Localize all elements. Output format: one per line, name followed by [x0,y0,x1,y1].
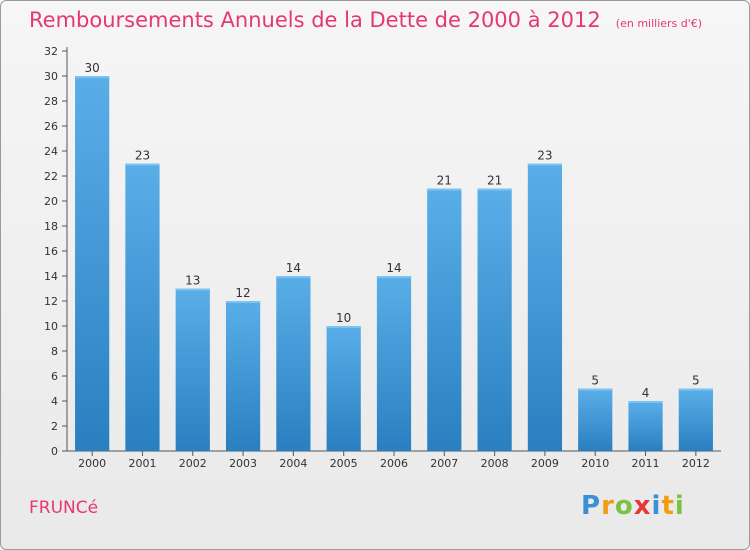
bar-top-edge [477,188,512,191]
x-tick-label: 2007 [430,457,458,470]
y-tick-label: 2 [51,420,58,433]
data-label: 21 [437,174,452,188]
logo-letter: o [614,491,634,521]
bar [225,301,261,451]
x-tick-label: 2010 [581,457,609,470]
y-tick-label: 30 [44,70,58,83]
x-tick-label: 2003 [229,457,257,470]
bar [75,76,110,451]
x-tick-label: 2001 [128,457,156,470]
y-tick-label: 0 [51,445,58,458]
y-tick-label: 6 [51,370,58,383]
data-label: 14 [286,261,301,275]
logo-letter: x [633,491,652,521]
bar-top-edge [75,76,110,78]
y-tick-label: 24 [44,145,58,158]
bar-top-edge [125,163,160,166]
x-tick-label: 2006 [380,457,408,470]
y-tick-label: 28 [44,95,58,108]
bar [326,326,361,451]
x-tick-label: 2008 [481,457,509,470]
bar-top-edge [527,163,563,166]
bar-top-edge [276,276,311,278]
bar [527,163,563,451]
bar [628,401,663,451]
data-label: 23 [537,149,552,163]
y-tick-label: 10 [44,320,58,333]
data-label: 13 [185,274,200,288]
data-label: 23 [135,149,150,163]
chart-title: Remboursements Annuels de la Dette de 20… [29,8,601,32]
data-label: 14 [386,261,401,275]
bar [376,276,412,451]
bar [175,288,210,451]
bar-top-edge [175,288,210,291]
data-label: 4 [642,386,650,400]
logo-letter: i [651,491,662,521]
data-label: 21 [487,174,502,188]
y-tick-label: 4 [51,395,58,408]
y-tick-label: 8 [51,345,58,358]
bar [578,388,613,451]
data-label: 30 [85,61,100,75]
bar [427,188,462,451]
logo-letter: P [581,491,602,521]
y-tick-label: 16 [44,245,58,258]
y-tick-label: 12 [44,295,58,308]
title-row: Remboursements Annuels de la Dette de 20… [29,8,702,32]
chart-subtitle: (en milliers d'€) [615,17,703,30]
x-tick-label: 2000 [78,457,106,470]
x-tick-label: 2012 [682,457,710,470]
bar [477,188,512,451]
x-tick-label: 2002 [179,457,207,470]
bar-top-edge [628,401,663,403]
data-label: 5 [591,374,599,388]
y-tick-label: 32 [44,45,58,58]
y-tick-label: 26 [44,120,58,133]
bar [678,388,713,451]
x-tick-label: 2011 [632,457,660,470]
bar-top-edge [326,326,361,328]
x-tick-label: 2009 [531,457,559,470]
y-tick-label: 22 [44,170,58,183]
x-tick-label: 2005 [330,457,358,470]
y-tick-label: 18 [44,220,58,233]
bar [125,163,160,451]
bar-top-edge [225,301,261,303]
y-tick-label: 20 [44,195,58,208]
y-tick-label: 14 [44,270,58,283]
bar-top-edge [578,388,613,391]
logo-letter: i [674,491,685,521]
data-label: 12 [235,286,250,300]
logo-letter: r [601,491,615,521]
bar-top-edge [376,276,412,278]
bar-top-edge [427,188,462,191]
bar-top-edge [678,388,713,391]
x-tick-label: 2004 [279,457,307,470]
data-label: 10 [336,311,351,325]
data-label: 5 [692,374,700,388]
proxiti-logo: Proxiti [581,491,685,521]
bar [276,276,311,451]
commune-name: FRUNCé [29,498,99,518]
logo-letter: t [661,491,675,521]
